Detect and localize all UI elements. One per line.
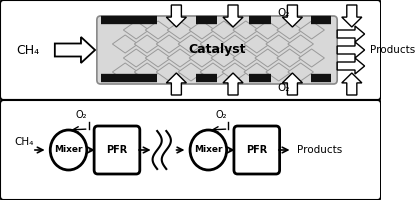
Text: Catalyst: Catalyst [188, 44, 246, 56]
Polygon shape [299, 21, 324, 39]
Polygon shape [244, 63, 269, 81]
Polygon shape [233, 21, 259, 39]
Text: O₂: O₂ [277, 8, 289, 18]
Polygon shape [288, 63, 314, 81]
FancyBboxPatch shape [94, 126, 140, 174]
Text: CH₄: CH₄ [15, 137, 34, 147]
Polygon shape [113, 35, 138, 53]
FancyBboxPatch shape [97, 16, 337, 84]
Polygon shape [189, 21, 215, 39]
Text: PFR: PFR [106, 145, 128, 155]
Polygon shape [337, 26, 364, 42]
Polygon shape [167, 21, 193, 39]
Text: Products: Products [297, 145, 342, 155]
Polygon shape [156, 35, 182, 53]
Polygon shape [342, 73, 362, 95]
FancyBboxPatch shape [0, 0, 381, 100]
Polygon shape [145, 21, 171, 39]
Text: Mixer: Mixer [194, 146, 223, 154]
Polygon shape [123, 21, 149, 39]
Polygon shape [337, 42, 364, 58]
Polygon shape [282, 73, 302, 95]
Polygon shape [222, 35, 248, 53]
Polygon shape [145, 49, 171, 67]
Polygon shape [337, 58, 364, 74]
Polygon shape [255, 49, 281, 67]
Polygon shape [282, 5, 302, 27]
Text: Mixer: Mixer [54, 146, 83, 154]
Polygon shape [166, 5, 186, 27]
Polygon shape [266, 35, 291, 53]
Polygon shape [244, 35, 269, 53]
Circle shape [190, 130, 226, 170]
Polygon shape [211, 49, 237, 67]
Polygon shape [277, 49, 302, 67]
Polygon shape [255, 21, 281, 39]
FancyBboxPatch shape [0, 100, 381, 200]
Polygon shape [266, 63, 291, 81]
Polygon shape [211, 21, 237, 39]
Polygon shape [55, 37, 95, 63]
Polygon shape [178, 35, 204, 53]
Polygon shape [189, 49, 215, 67]
Text: CH₄: CH₄ [16, 44, 39, 56]
Polygon shape [233, 49, 259, 67]
Polygon shape [288, 35, 314, 53]
Polygon shape [222, 63, 248, 81]
Polygon shape [134, 35, 160, 53]
Text: O₂: O₂ [277, 83, 289, 93]
Polygon shape [223, 5, 243, 27]
Text: PFR: PFR [246, 145, 267, 155]
Polygon shape [123, 49, 149, 67]
FancyBboxPatch shape [234, 126, 280, 174]
Polygon shape [342, 5, 362, 27]
Polygon shape [166, 73, 186, 95]
Polygon shape [200, 63, 226, 81]
Text: O₂: O₂ [75, 110, 87, 120]
Polygon shape [167, 49, 193, 67]
Text: O₂: O₂ [215, 110, 226, 120]
Polygon shape [200, 35, 226, 53]
Polygon shape [299, 49, 324, 67]
Polygon shape [156, 63, 182, 81]
Polygon shape [277, 21, 302, 39]
Polygon shape [223, 73, 243, 95]
Polygon shape [113, 63, 138, 81]
Text: Products: Products [370, 45, 415, 55]
Circle shape [50, 130, 87, 170]
Polygon shape [178, 63, 204, 81]
Polygon shape [134, 63, 160, 81]
